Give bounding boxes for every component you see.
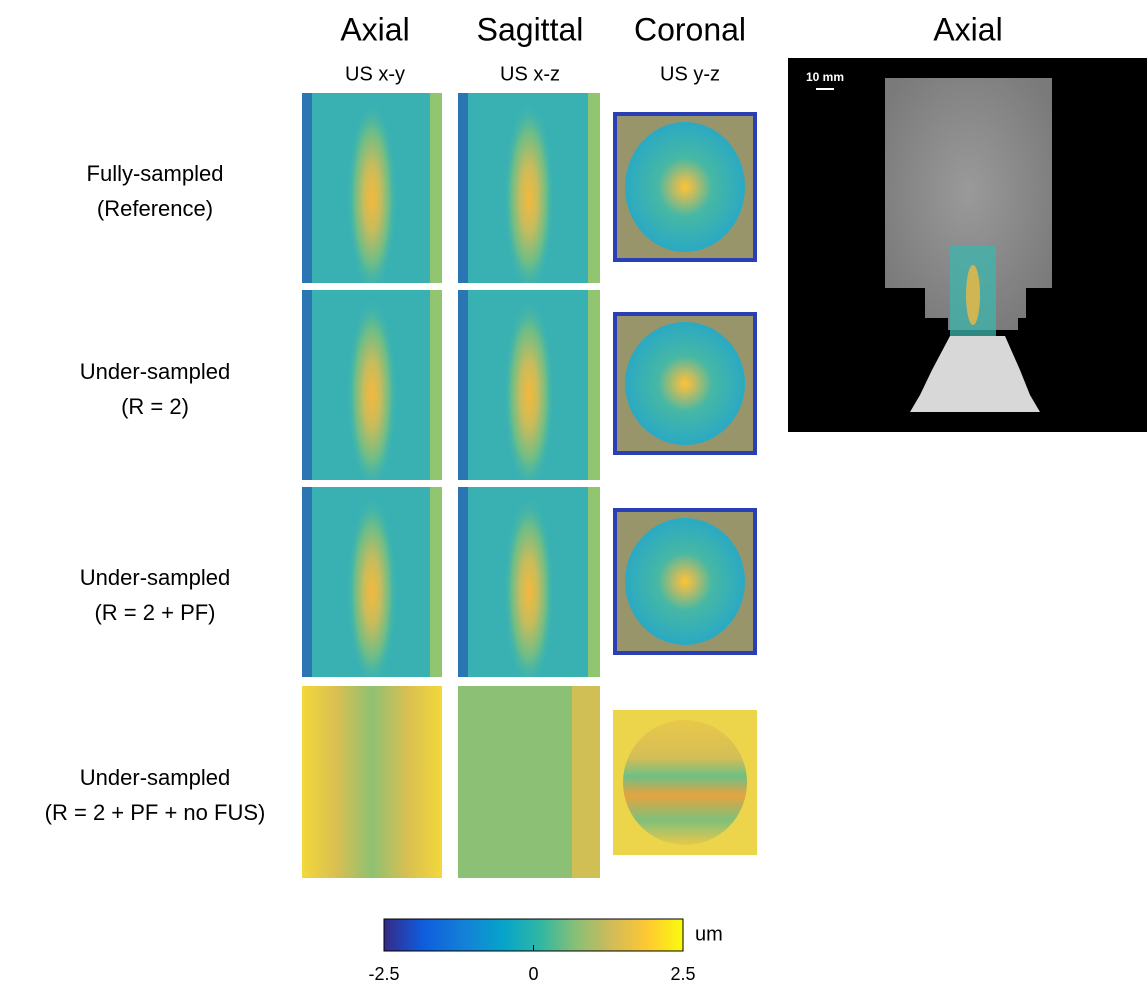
figure: Axial US x-y Sagittal US x-z Coronal US y-z Ax…	[0, 0, 1147, 986]
image-panel	[302, 487, 442, 677]
row-label: (R = 2)	[121, 394, 189, 419]
image-panel	[613, 710, 757, 855]
row-label: Under-sampled	[80, 565, 230, 590]
row-label: (Reference)	[97, 196, 213, 221]
image-panel	[613, 312, 757, 455]
image-panel	[302, 686, 442, 878]
image-panel	[458, 686, 600, 878]
blob	[458, 290, 600, 480]
column-title: Coronal	[634, 11, 746, 47]
disk	[625, 322, 745, 445]
tick-label: 0	[528, 964, 538, 984]
edge	[572, 686, 600, 878]
disk	[625, 122, 745, 252]
blob	[458, 93, 600, 283]
row-label: Fully-sampled	[87, 161, 224, 186]
tick-label: -2.5	[368, 964, 399, 984]
blob	[302, 290, 442, 480]
reference-image	[788, 58, 1147, 432]
column-title: Axial	[340, 11, 409, 47]
blob	[302, 93, 442, 283]
image-panel	[458, 93, 600, 283]
image	[302, 686, 442, 878]
blob	[302, 487, 442, 677]
image-panel	[302, 290, 442, 480]
disk	[623, 720, 747, 845]
row-label: (R = 2 + PF)	[94, 600, 215, 625]
image-panel	[613, 112, 757, 262]
column-subtitle: US x-y	[345, 63, 405, 85]
row-label: Under-sampled	[80, 765, 230, 790]
column-title: Sagittal	[477, 11, 584, 47]
column-subtitle: US x-z	[500, 63, 560, 85]
image-panel	[613, 508, 757, 655]
blob	[458, 487, 600, 677]
column-subtitle: US y-z	[660, 63, 720, 85]
image-panel	[458, 487, 600, 677]
tick-label: 2.5	[670, 964, 695, 984]
colorbar-unit: um	[695, 923, 723, 945]
image-panel	[302, 93, 442, 283]
row-label: (R = 2 + PF + no FUS)	[45, 800, 266, 825]
row-label: Under-sampled	[80, 359, 230, 384]
disk	[625, 518, 745, 645]
image-panel	[458, 290, 600, 480]
scale-bar-label: 10 mm	[806, 70, 844, 84]
panel-title: Axial	[933, 11, 1002, 47]
